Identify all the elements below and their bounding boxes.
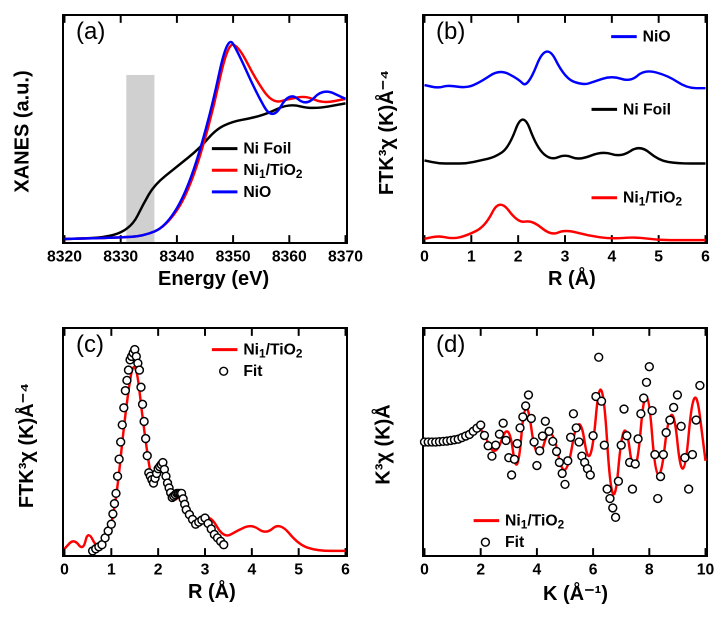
svg-text:NiO: NiO — [643, 29, 671, 46]
panel-c-xlabel: R (Å) — [188, 581, 236, 604]
svg-text:4: 4 — [247, 561, 256, 578]
svg-text:3: 3 — [201, 561, 210, 578]
figure-grid: (a) XANES (a.u.) 83208330834083508360837… — [8, 8, 716, 621]
svg-text:6: 6 — [701, 249, 710, 266]
panel-d-plot: 0246810Ni1/TiO2Fit — [422, 327, 708, 557]
panel-c-plot: 0123456Ni1/TiO2Fit — [62, 327, 348, 557]
svg-text:8340: 8340 — [159, 249, 194, 266]
panel-a: (a) XANES (a.u.) 83208330834083508360837… — [8, 8, 356, 309]
svg-text:8370: 8370 — [328, 249, 363, 266]
svg-text:Ni1/TiO2: Ni1/TiO2 — [623, 190, 683, 209]
svg-text:6: 6 — [589, 561, 598, 578]
panel-a-svg: 832083308340835083608370Ni FoilNi1/TiO2N… — [64, 16, 346, 242]
svg-text:Fit: Fit — [505, 534, 525, 551]
panel-d-svg: 0246810Ni1/TiO2Fit — [424, 329, 706, 555]
panel-d-label: (d) — [436, 331, 465, 359]
svg-text:5: 5 — [294, 561, 303, 578]
panel-a-ylabel: XANES (a.u.) — [12, 70, 35, 192]
svg-text:2: 2 — [514, 249, 523, 266]
svg-text:0: 0 — [420, 561, 429, 578]
panel-b-plot: 0123456NiONi FoilNi1/TiO2 — [422, 14, 708, 244]
svg-text:Fit: Fit — [243, 363, 263, 380]
svg-text:2: 2 — [154, 561, 163, 578]
svg-text:8: 8 — [645, 561, 654, 578]
svg-text:0: 0 — [60, 561, 69, 578]
panel-b-label: (b) — [436, 18, 465, 46]
svg-text:8320: 8320 — [47, 249, 82, 266]
svg-text:Ni1/TiO2: Ni1/TiO2 — [505, 512, 565, 531]
panel-d-ylabel: K³χ (K)Å — [373, 404, 396, 484]
panel-c: (c) FTK³χ (K)Å⁻⁴ 0 1 2 3 4 5 6 Ni1/TiO2 Fit R (Å… — [8, 321, 356, 622]
panel-a-plot: 832083308340835083608370Ni FoilNi1/TiO2N… — [62, 14, 348, 244]
svg-text:0: 0 — [420, 249, 429, 266]
svg-text:4: 4 — [533, 561, 542, 578]
panel-b: (b) FTK³χ (K)Å⁻⁴ 0 1 2 3 4 5 6 NiO Ni Foil Ni1/Ti… — [368, 8, 716, 309]
svg-text:5: 5 — [654, 249, 663, 266]
svg-text:2: 2 — [476, 561, 485, 578]
svg-text:1: 1 — [107, 561, 116, 578]
svg-text:8350: 8350 — [216, 249, 251, 266]
panel-b-svg: 0123456NiONi FoilNi1/TiO2 — [424, 16, 706, 242]
svg-text:8360: 8360 — [272, 249, 307, 266]
svg-text:NiO: NiO — [243, 184, 271, 201]
svg-text:1: 1 — [467, 249, 476, 266]
svg-text:Ni1/TiO2: Ni1/TiO2 — [243, 162, 303, 181]
svg-text:Ni Foil: Ni Foil — [243, 141, 291, 158]
svg-text:10: 10 — [697, 561, 715, 578]
panel-c-svg: 0123456Ni1/TiO2Fit — [64, 329, 346, 555]
panel-d-xlabel: K (Å⁻¹) — [543, 581, 608, 606]
svg-text:3: 3 — [561, 249, 570, 266]
panel-d: (d) K³χ (K)Å 0 2 4 6 8 10 Ni1/TiO2 Fit K (Å⁻¹) — [368, 321, 716, 622]
panel-a-xlabel: Energy (eV) — [158, 268, 269, 291]
svg-text:Ni1/TiO2: Ni1/TiO2 — [243, 341, 303, 360]
svg-text:Ni Foil: Ni Foil — [623, 101, 671, 118]
panel-a-label: (a) — [76, 18, 105, 46]
panel-b-ylabel: FTK³χ (K)Å⁻⁴ — [374, 70, 399, 195]
svg-text:6: 6 — [341, 561, 350, 578]
svg-text:4: 4 — [607, 249, 616, 266]
panel-b-xlabel: R (Å) — [548, 268, 596, 291]
svg-text:8330: 8330 — [103, 249, 138, 266]
panel-c-label: (c) — [76, 331, 104, 359]
panel-c-ylabel: FTK³χ (K)Å⁻⁴ — [14, 382, 39, 507]
